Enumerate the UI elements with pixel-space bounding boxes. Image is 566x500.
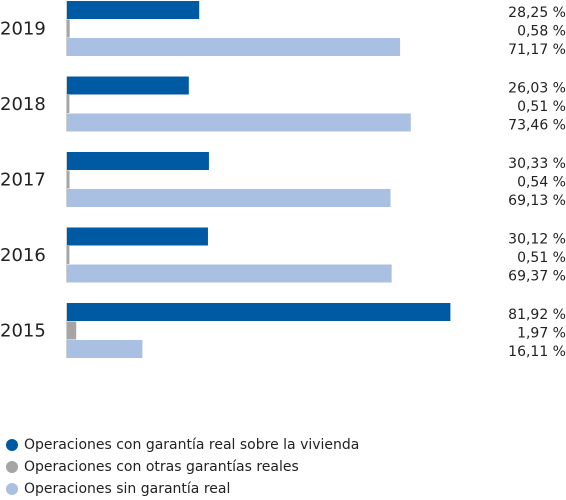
category-label-2019: 2019 bbox=[0, 19, 46, 40]
bar-vivienda-2019 bbox=[67, 1, 200, 19]
legend-label-otras: Operaciones con otras garantías reales bbox=[24, 459, 299, 475]
bar-vivienda-2017 bbox=[67, 152, 209, 170]
bar-otras-2015 bbox=[67, 321, 77, 340]
legend-dot-otras bbox=[6, 461, 18, 473]
bar-sin-garantia-2015 bbox=[67, 340, 143, 358]
bar-otras-2016 bbox=[67, 246, 70, 264]
legend-dot-vivienda bbox=[6, 439, 18, 451]
legend-item-vivienda: Operaciones con garantía real sobre la v… bbox=[6, 434, 359, 456]
bar-otras-2018 bbox=[67, 95, 70, 113]
category-label-2015: 2015 bbox=[0, 321, 46, 342]
data-label-vivienda-2017: 30,33 % bbox=[508, 156, 566, 172]
legend-item-otras: Operaciones con otras garantías reales bbox=[6, 456, 359, 478]
legend-item-sin-garantia: Operaciones sin garantía real bbox=[6, 478, 359, 500]
data-label-sin-garantia-2018: 73,46 % bbox=[508, 118, 566, 134]
data-label-otras-2015: 1,97 % bbox=[517, 326, 566, 342]
data-label-otras-2019: 0,58 % bbox=[517, 24, 566, 40]
data-label-sin-garantia-2017: 69,13 % bbox=[508, 193, 566, 209]
data-label-sin-garantia-2016: 69,37 % bbox=[508, 269, 566, 285]
data-label-vivienda-2019: 28,25 % bbox=[508, 5, 566, 21]
data-label-vivienda-2015: 81,92 % bbox=[508, 307, 566, 323]
data-label-sin-garantia-2015: 16,11 % bbox=[508, 344, 566, 360]
legend: Operaciones con garantía real sobre la v… bbox=[6, 434, 359, 500]
category-label-2018: 2018 bbox=[0, 94, 46, 115]
bar-vivienda-2016 bbox=[67, 227, 208, 246]
legend-label-vivienda: Operaciones con garantía real sobre la v… bbox=[24, 437, 360, 453]
data-label-vivienda-2018: 26,03 % bbox=[508, 81, 566, 97]
data-label-otras-2017: 0,54 % bbox=[517, 175, 566, 191]
category-label-2016: 2016 bbox=[0, 245, 46, 266]
bar-otras-2017 bbox=[67, 170, 70, 189]
bar-sin-garantia-2017 bbox=[67, 189, 391, 207]
bar-vivienda-2015 bbox=[67, 303, 451, 321]
bar-sin-garantia-2019 bbox=[67, 38, 401, 56]
bar-sin-garantia-2018 bbox=[67, 113, 411, 132]
data-label-sin-garantia-2019: 71,17 % bbox=[508, 42, 566, 58]
bar-vivienda-2018 bbox=[67, 76, 189, 95]
category-label-2017: 2017 bbox=[0, 170, 46, 191]
bar-sin-garantia-2016 bbox=[67, 264, 392, 283]
legend-dot-sin-garantia bbox=[6, 483, 18, 495]
legend-label-sin-garantia: Operaciones sin garantía real bbox=[24, 481, 231, 497]
data-label-otras-2018: 0,51 % bbox=[517, 99, 566, 115]
bar-otras-2019 bbox=[67, 19, 70, 38]
data-label-vivienda-2016: 30,12 % bbox=[508, 232, 566, 248]
data-label-otras-2016: 0,51 % bbox=[517, 250, 566, 266]
